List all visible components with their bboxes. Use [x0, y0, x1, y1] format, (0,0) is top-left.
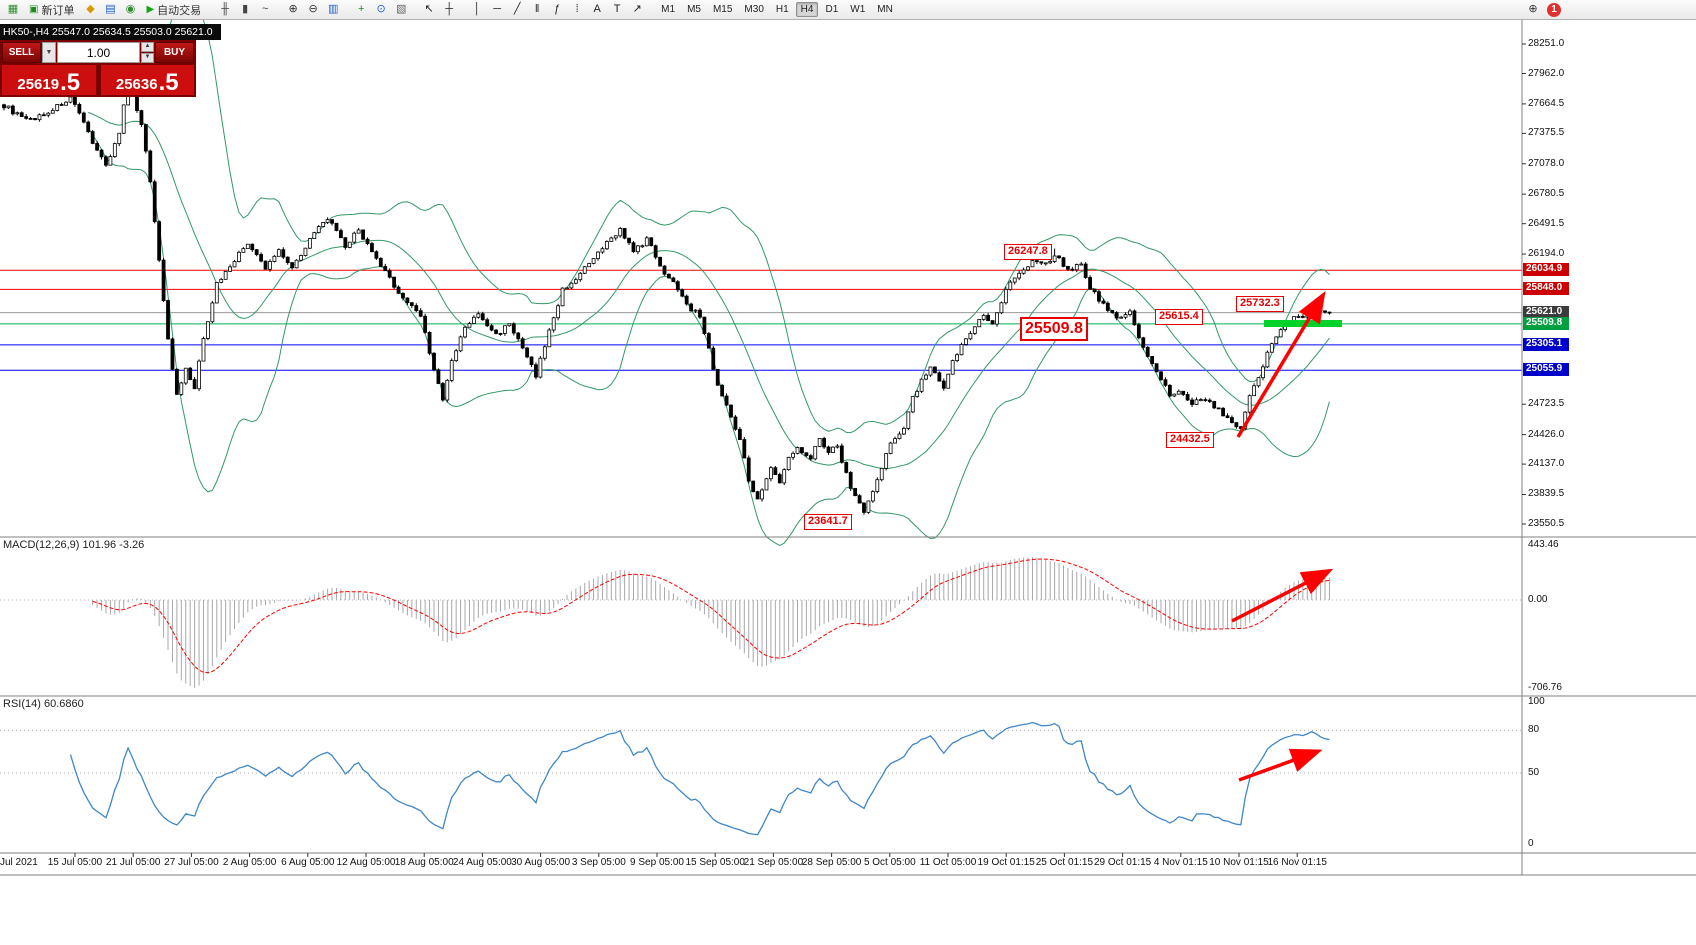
text-label-icon[interactable]: T [608, 2, 626, 18]
auto-trading-button[interactable]: ▶ 自动交易 [141, 2, 206, 18]
timeframe-button-m1[interactable]: M1 [661, 4, 676, 15]
trade-panel-prices: 25619.5 25636.5 [2, 65, 194, 95]
macd-signal-line [92, 558, 1330, 674]
period-icon-glyph: ⊙ [376, 3, 386, 15]
vertical-line-icon[interactable]: │ [468, 2, 486, 18]
zoom-in-icon-glyph: ⊕ [288, 3, 298, 15]
cursor-icon-glyph: ↖ [424, 3, 434, 15]
trade-panel-controls: SELL ▼ 1.00 ▲ ▼ BUY [2, 42, 194, 63]
line-chart-icon[interactable]: ~ [256, 2, 274, 18]
zoom-out-icon[interactable]: ⊖ [304, 2, 322, 18]
template-icon-glyph: ▧ [395, 3, 407, 15]
main-toolbar: ▦ ▣ 新订单 ◆ ▤ ◉ ▶ 自动交易 ╫ ▮ ~ ⊕ ⊖ ▥ + ⊙ ▧ ↖ ┼ │ ─ ╱ ‖ ƒ ⁞ A T ↗ M1 M5 M1… [0, 0, 1696, 20]
buy-price-frac: .5 [158, 68, 179, 96]
timeframe-toolbar: M1 M5 M15 M30 H1 H4 D1 W1 MN [655, 2, 899, 17]
timeframe-button-m5[interactable]: M5 [687, 4, 701, 15]
timeframe-button-m30[interactable]: M30 [744, 4, 764, 15]
sell-price-frac: .5 [60, 68, 81, 96]
volume-input[interactable]: 1.00 [57, 42, 140, 63]
quick-trade-icon[interactable]: ◆ [81, 2, 99, 18]
bollinger-middle-band [88, 111, 1330, 470]
rsi-line [69, 721, 1330, 836]
text-tool-icon-glyph: A [593, 3, 601, 15]
buy-price: 25636 [115, 76, 158, 94]
search-icon[interactable]: ⊕ [1528, 3, 1538, 15]
chart-window-icon[interactable]: ▦ [4, 2, 22, 18]
auto-trading-glyph: ▶ [146, 4, 155, 15]
volume-stepper[interactable]: ▲ ▼ [141, 42, 154, 63]
channel-icon[interactable]: ‖ [528, 2, 546, 18]
sell-button[interactable]: SELL [2, 42, 41, 63]
crosshair-icon-glyph: ┼ [445, 3, 454, 15]
toolbar-items: ▦ ▣ 新订单 ◆ ▤ ◉ ▶ 自动交易 ╫ ▮ ~ ⊕ ⊖ ▥ + ⊙ ▧ ↖ ┼ │ ─ ╱ ‖ ƒ ⁞ A T ↗ [3, 2, 655, 18]
channel-icon-glyph: ‖ [534, 3, 540, 15]
tile-windows-icon-glyph: ▥ [327, 3, 339, 15]
zoom-in-icon[interactable]: ⊕ [284, 2, 302, 18]
vertical-line-icon-glyph: │ [473, 3, 481, 15]
buy-price-button[interactable]: 25636.5 [100, 65, 194, 96]
fibonacci-icon-glyph: ƒ [554, 3, 561, 15]
period-icon[interactable]: ⊙ [372, 2, 390, 18]
timeframe-button-h4[interactable]: H4 [795, 2, 819, 17]
tile-windows-icon[interactable]: ▥ [324, 2, 342, 18]
candlestick-chart-icon-glyph: ▮ [242, 3, 249, 15]
bar-chart-icon[interactable]: ╫ [216, 2, 234, 18]
buy-button[interactable]: BUY [155, 42, 194, 63]
auto-trading-button-label: 自动交易 [157, 4, 202, 17]
text-label-icon-glyph: T [613, 3, 621, 15]
data-window-icon[interactable]: ◉ [121, 2, 139, 18]
timeframe-button-mn[interactable]: MN [877, 4, 893, 15]
text-tool-icon[interactable]: A [588, 2, 606, 18]
timeframe-button-d1[interactable]: D1 [825, 4, 839, 15]
crosshair-icon[interactable]: ┼ [440, 2, 458, 18]
toolbar-right-group: ⊕ 1 [1523, 2, 1693, 18]
zoom-out-icon-glyph: ⊖ [308, 3, 318, 15]
market-watch-icon[interactable]: ▤ [101, 2, 119, 18]
quick-trade-icon-glyph: ◆ [86, 3, 95, 15]
template-icon[interactable]: ▧ [392, 2, 410, 18]
one-click-trading-panel: HK50-,H4 25547.0 25634.5 25503.0 25621.0… [0, 22, 221, 97]
sell-price: 25619 [17, 76, 60, 94]
chart-window-icon-glyph: ▦ [7, 3, 19, 15]
market-watch-icon-glyph: ▤ [105, 3, 116, 15]
bollinger-upper-band [87, 0, 1330, 434]
candlestick-chart-icon[interactable]: ▮ [236, 2, 254, 18]
fibonacci-icon[interactable]: ƒ [548, 2, 566, 18]
arrows-tool-icon-glyph: ↗ [632, 3, 642, 15]
data-window-icon-glyph: ◉ [125, 3, 136, 15]
lot-dropdown-icon[interactable]: ▼ [42, 42, 56, 63]
indicators-add-icon-glyph: + [357, 3, 365, 15]
horizontal-line-icon-glyph: ─ [493, 3, 502, 15]
arrows-tool-icon[interactable]: ↗ [628, 2, 646, 18]
indicators-add-icon[interactable]: + [352, 2, 370, 18]
sell-price-button[interactable]: 25619.5 [2, 65, 96, 95]
trend-arrow-rsi[interactable] [1238, 748, 1323, 782]
timeframe-button-h1[interactable]: H1 [775, 4, 789, 15]
trend-arrow-price[interactable] [1236, 290, 1326, 438]
dotted-grid-icon[interactable]: ⁞ [568, 2, 586, 18]
timeframe-button-w1[interactable]: W1 [850, 4, 866, 15]
volume-down-icon[interactable]: ▼ [141, 53, 154, 63]
volume-up-icon[interactable]: ▲ [141, 42, 154, 52]
symbol-ohlc-info: HK50-,H4 25547.0 25634.5 25503.0 25621.0 [0, 24, 221, 40]
new-order-button[interactable]: ▣ 新订单 [24, 2, 79, 18]
notification-badge[interactable]: 1 [1547, 2, 1561, 17]
line-chart-icon-glyph: ~ [261, 3, 269, 15]
trade-panel-body: SELL ▼ 1.00 ▲ ▼ BUY 25619.5 25636.5 [0, 40, 196, 97]
trendline-icon-glyph: ╱ [513, 3, 521, 15]
trend-arrow-macd[interactable] [1231, 568, 1334, 623]
horizontal-line-icon[interactable]: ─ [488, 2, 506, 18]
cursor-icon[interactable]: ↖ [420, 2, 438, 18]
dotted-grid-icon-glyph: ⁞ [575, 3, 579, 15]
trendline-icon[interactable]: ╱ [508, 2, 526, 18]
timeframe-button-m15[interactable]: M15 [712, 4, 733, 15]
new-order-glyph: ▣ [29, 4, 39, 15]
bar-chart-icon-glyph: ╫ [221, 3, 230, 15]
new-order-button-label: 新订单 [41, 4, 75, 17]
